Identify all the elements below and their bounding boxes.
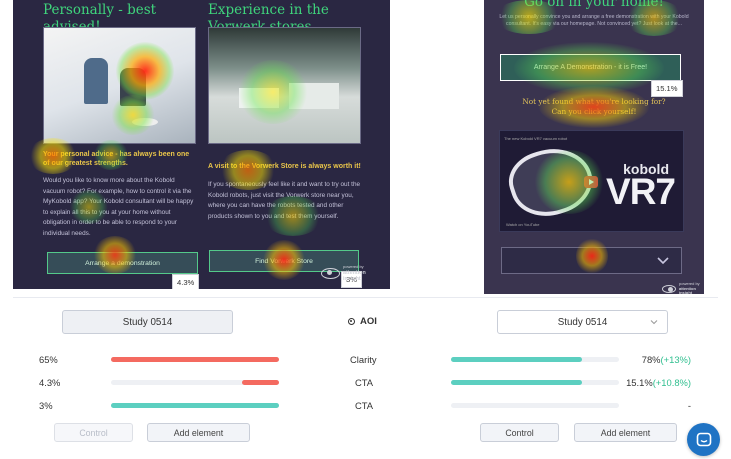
left-metric-value: 3% (39, 400, 53, 411)
left-metric-bar-track (111, 357, 279, 362)
logo-line: attention (343, 270, 366, 276)
right-intro-text: Let us personally convince you and arran… (499, 14, 689, 27)
arrange-demo-cta[interactable]: Arrange A Demonstration - it is Free! (500, 54, 681, 81)
logo-line: insight (679, 290, 693, 294)
left-metric-bar-track (111, 403, 279, 408)
add-element-button-left[interactable]: Add element (147, 423, 250, 442)
study-selector-left[interactable]: Study 0514 (62, 310, 233, 334)
attention-insight-logo: powered by attention insight (321, 264, 366, 282)
store-body: If you spontaneously feel like it and wa… (208, 181, 361, 220)
logo-line: attention (679, 285, 696, 291)
chevron-down-icon (650, 320, 658, 325)
left-metric-bar-fill (111, 357, 279, 362)
right-metric-bar-track (451, 403, 619, 408)
video-model: VR7 (606, 171, 676, 212)
advice-body: Would you like to know more about the Ko… (43, 177, 194, 237)
eye-icon (321, 267, 340, 279)
left-demo-percent-badge: 4.3% (172, 274, 200, 289)
right-metric-bar-fill (451, 380, 583, 385)
metric-label: CTA (355, 400, 374, 411)
metric-label: CTA (355, 377, 374, 388)
chevron-down-icon (657, 257, 669, 265)
left-metric-bar-fill (111, 403, 279, 408)
left-metric-value: 65% (39, 354, 58, 365)
store-photo (208, 27, 361, 144)
right-cta-percent-badge: 15.1% (651, 80, 683, 97)
right-heatmap: Go on in your home! Let us personally co… (484, 0, 704, 294)
right-metric-value: 15.1%(+10.8%) (626, 377, 691, 388)
play-icon[interactable] (584, 176, 598, 188)
study-selector-right[interactable]: Study 0514 (497, 310, 668, 334)
study-selector-right-label: Study 0514 (557, 316, 608, 328)
store-subheading: A visit to the Vorwerk Store is always w… (208, 163, 361, 170)
consultant-photo (43, 27, 196, 144)
video-footer: Watch on YouTube (506, 222, 540, 227)
right-metric-delta: (+10.8%) (652, 377, 691, 388)
arrange-demo-button[interactable]: Arrange a demonstration (47, 252, 198, 274)
right-metric-number: 78% (641, 354, 661, 365)
eye-icon (662, 284, 676, 293)
attention-insight-logo: powered by attention insight (662, 281, 700, 294)
comparison-panel: Study 0514 AOI Study 0514 65% Clarity 78… (13, 297, 718, 455)
video-player[interactable]: The new Kobold VR7 vacuum robot kobold V… (499, 130, 684, 232)
logo-line: insight (343, 276, 361, 282)
right-metric-bar-track (451, 380, 619, 385)
video-title: The new Kobold VR7 vacuum robot (504, 136, 568, 141)
logo-line: powered by (679, 281, 700, 286)
aoi-label: AOI (360, 316, 377, 327)
question-line: Not yet found what you're looking for? (522, 97, 666, 106)
video-brand: kobold (623, 161, 669, 177)
right-metric-number: - (687, 400, 691, 411)
left-metric-bar-track (111, 380, 279, 385)
add-element-button-right[interactable]: Add element (574, 423, 677, 442)
left-metric-value: 4.3% (39, 377, 61, 388)
right-metric-value: - (688, 400, 691, 411)
control-button-right[interactable]: Control (480, 423, 559, 442)
right-heading: Go on in your home! (524, 0, 664, 10)
chat-icon (696, 432, 711, 446)
left-heatmap: Personally - best advised! Experience in… (13, 0, 390, 289)
right-metric-value: 78%(+13%) (642, 354, 691, 365)
right-metric-number: 15.1% (626, 377, 653, 388)
left-store-percent-badge: 3% (341, 271, 362, 288)
logo-line: powered by (343, 264, 364, 269)
target-icon (348, 318, 355, 325)
control-button-left[interactable]: Control (54, 423, 133, 442)
right-metric-bar-fill (451, 357, 583, 362)
question-line-2: Can you click yourself! (551, 107, 637, 116)
product-select[interactable] (501, 247, 682, 274)
chat-button[interactable] (687, 423, 720, 456)
metric-label: Clarity (350, 354, 377, 365)
right-metric-delta: (+13%) (660, 354, 691, 365)
advice-subheading: Your personal advice - has always been o… (43, 151, 190, 167)
left-metric-bar-fill (242, 380, 279, 385)
aoi-header: AOI (348, 316, 377, 327)
right-metric-bar-track (451, 357, 619, 362)
